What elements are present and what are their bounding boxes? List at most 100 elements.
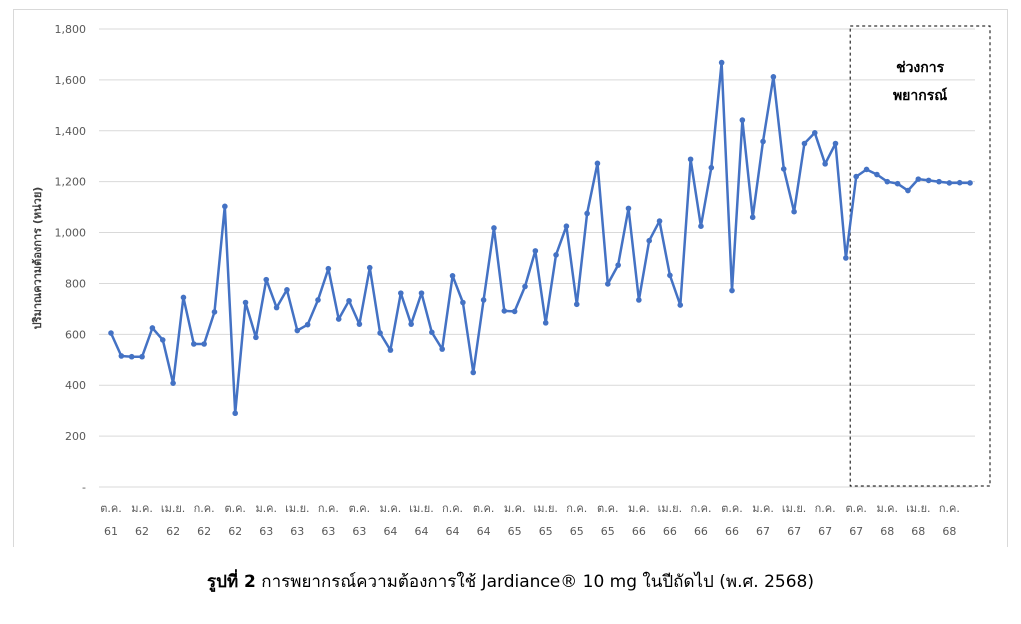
x-tick-month: ม.ค. [504, 502, 526, 515]
x-tick-month: เม.ย. [409, 502, 433, 515]
caption-text: การพยากรณ์ความต้องการใช้ Jardiance® 10 m… [261, 572, 814, 592]
data-point [708, 164, 715, 171]
data-point [739, 117, 746, 123]
data-point [656, 218, 663, 224]
y-tick-label: 400 [65, 379, 86, 392]
data-point [159, 337, 166, 343]
data-point [366, 264, 373, 271]
data-point [925, 177, 932, 184]
data-point [667, 272, 673, 279]
data-point [822, 161, 828, 167]
data-point [315, 297, 321, 303]
x-tick-year: 67 [849, 525, 863, 538]
series-line [109, 61, 971, 415]
x-tick-year: 62 [228, 525, 242, 538]
x-tick-month: ก.ค. [815, 502, 836, 515]
data-point [677, 302, 684, 308]
x-tick-month: ต.ค. [721, 502, 743, 515]
x-tick-year: 61 [104, 525, 118, 538]
x-tick-year: 65 [508, 525, 522, 538]
y-tick-label: 200 [65, 430, 86, 443]
x-tick-month: ม.ค. [628, 502, 650, 515]
x-tick-month: ก.ค. [442, 502, 463, 515]
data-point [853, 173, 859, 180]
x-tick-year: 68 [942, 525, 956, 538]
x-tick-year: 67 [787, 525, 801, 538]
x-tick-year: 64 [415, 525, 429, 538]
data-point [335, 316, 342, 322]
x-tick-year: 65 [539, 525, 553, 538]
data-point [501, 308, 508, 314]
y-tick-label: 1,200 [55, 176, 87, 189]
data-point [211, 309, 218, 315]
data-point [232, 410, 238, 417]
data-point [201, 341, 207, 347]
data-point [884, 178, 891, 185]
data-point [542, 320, 549, 326]
data-point [729, 287, 735, 294]
data-point [480, 297, 487, 303]
data-point [180, 294, 187, 301]
x-tick-month: เม.ย. [782, 502, 806, 515]
x-axis-ticks: ต.ค. 61 ม.ค. 62 เม.ย. 62 ก.ค. 62 ต.ค. 62 ม.ค. 63 เม.… [100, 502, 960, 538]
data-point [780, 166, 787, 172]
x-tick-month: ต.ค. [224, 502, 246, 515]
x-tick-month: เม.ย. [533, 502, 557, 515]
data-point [636, 297, 642, 303]
y-tick-label: 800 [65, 277, 86, 290]
data-point [905, 187, 911, 194]
data-point [273, 304, 280, 311]
x-tick-year: 62 [135, 525, 149, 538]
data-point [967, 180, 973, 186]
x-tick-month: ต.ค. [845, 502, 867, 515]
data-point [843, 255, 849, 261]
x-tick-month: เม.ย. [161, 502, 185, 515]
data-point [398, 290, 404, 296]
data-point [222, 203, 228, 210]
data-point [687, 156, 694, 163]
x-tick-year: 64 [383, 525, 397, 538]
series-line-layer [108, 59, 973, 417]
data-point [946, 180, 953, 186]
data-point [418, 290, 425, 296]
x-tick-month: ก.ค. [690, 502, 711, 515]
data-point [801, 140, 808, 147]
x-tick-month: ก.ค. [194, 502, 215, 515]
figure-caption: รูปที่ 2 การพยากรณ์ความต้องการใช้ Jardia… [0, 568, 1021, 595]
data-point [874, 171, 880, 178]
data-point [511, 308, 518, 315]
data-point [698, 223, 704, 229]
data-point [387, 347, 394, 353]
data-point [284, 287, 290, 293]
forecast-label: พยากรณ์ [893, 87, 947, 104]
x-tick-month: ม.ค. [131, 502, 153, 515]
x-tick-year: 66 [725, 525, 739, 538]
demand-line-chart: - 200 400 600 800 1,000 1,200 1,400 1,600 1,800 ต… [31, 23, 991, 538]
data-point [915, 176, 922, 182]
x-tick-year: 65 [570, 525, 584, 538]
data-point [294, 327, 301, 334]
x-tick-year: 65 [601, 525, 615, 538]
data-point [356, 321, 363, 327]
gridlines [99, 28, 975, 488]
data-point [625, 205, 632, 212]
y-tick-label: 1,400 [55, 125, 87, 138]
data-point [563, 223, 570, 229]
data-point [325, 265, 332, 272]
x-tick-year: 66 [694, 525, 708, 538]
data-point [863, 166, 870, 173]
data-point [749, 214, 756, 221]
y-tick-label: 1,800 [55, 23, 87, 36]
data-point [108, 330, 114, 336]
data-point [553, 252, 559, 258]
data-point [304, 321, 311, 328]
x-tick-month: ต.ค. [349, 502, 371, 515]
caption-label: รูปที่ 2 [207, 572, 256, 592]
x-tick-month: เม.ย. [906, 502, 930, 515]
data-point [615, 262, 621, 268]
data-point [936, 178, 942, 185]
data-point [346, 297, 352, 304]
data-point [646, 237, 652, 244]
data-point [532, 248, 539, 254]
